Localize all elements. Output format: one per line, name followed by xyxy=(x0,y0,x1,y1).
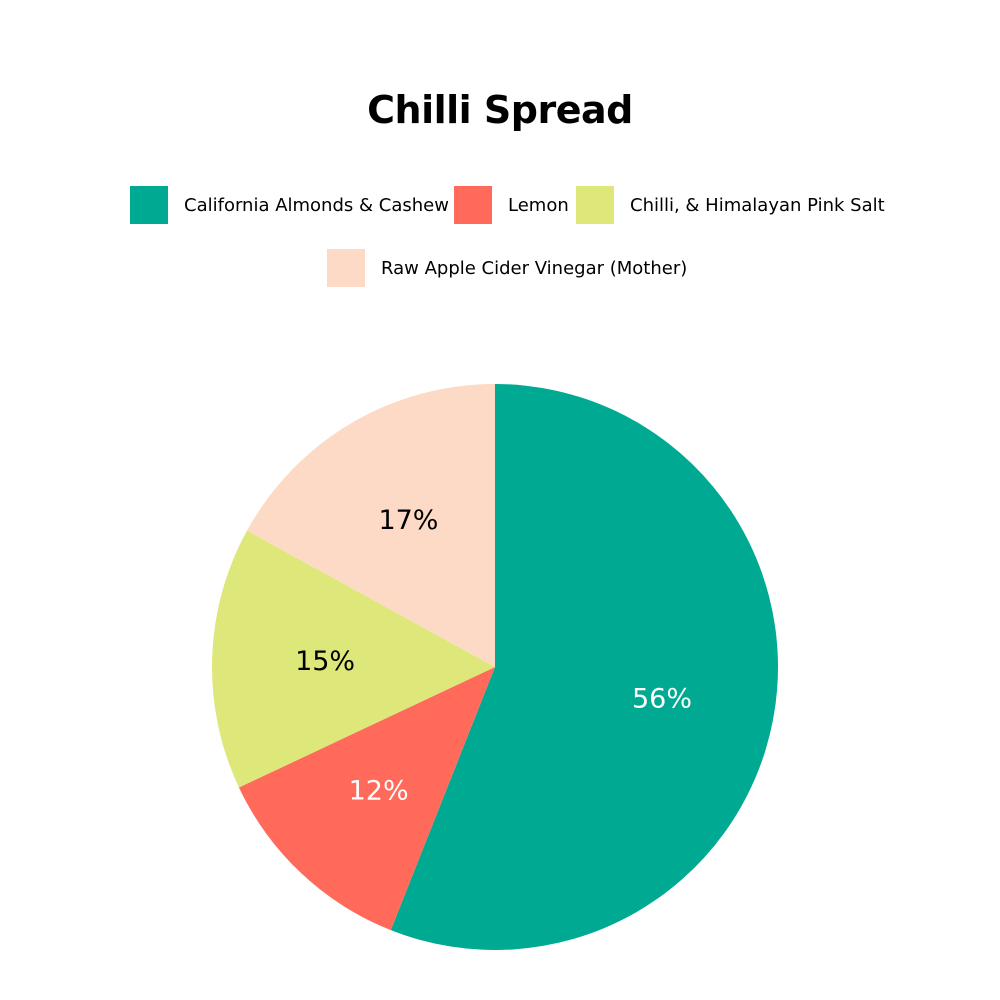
pie-slice-label: 17% xyxy=(378,505,438,536)
pie-slice-lemon xyxy=(238,667,495,931)
pie-slice-label: 56% xyxy=(632,683,692,714)
legend-label: Chilli, & Himalayan Pink Salt xyxy=(630,194,885,216)
pie-slice-chilli-salt xyxy=(212,530,495,788)
legend-swatch xyxy=(576,186,614,224)
pie-slice-almonds-cashew xyxy=(390,384,778,950)
legend-label: California Almonds & Cashew xyxy=(184,194,449,216)
legend-swatch xyxy=(327,249,365,287)
legend-swatch xyxy=(130,186,168,224)
chart-title: Chilli Spread xyxy=(367,88,633,132)
legend-item-lemon: Lemon xyxy=(454,186,569,224)
legend-item-apple-cider-vinegar: Raw Apple Cider Vinegar (Mother) xyxy=(327,249,687,287)
legend-label: Raw Apple Cider Vinegar (Mother) xyxy=(381,257,688,279)
legend-item-almonds-cashew: California Almonds & Cashew xyxy=(130,186,449,224)
legend-item-chilli-salt: Chilli, & Himalayan Pink Salt xyxy=(576,186,885,224)
legend-label: Lemon xyxy=(508,194,569,216)
pie-slice-apple-cider-vinegar xyxy=(247,384,495,667)
legend-swatch xyxy=(454,186,492,224)
pie-slice-label: 12% xyxy=(349,775,409,806)
pie-slice-label: 15% xyxy=(295,646,355,677)
